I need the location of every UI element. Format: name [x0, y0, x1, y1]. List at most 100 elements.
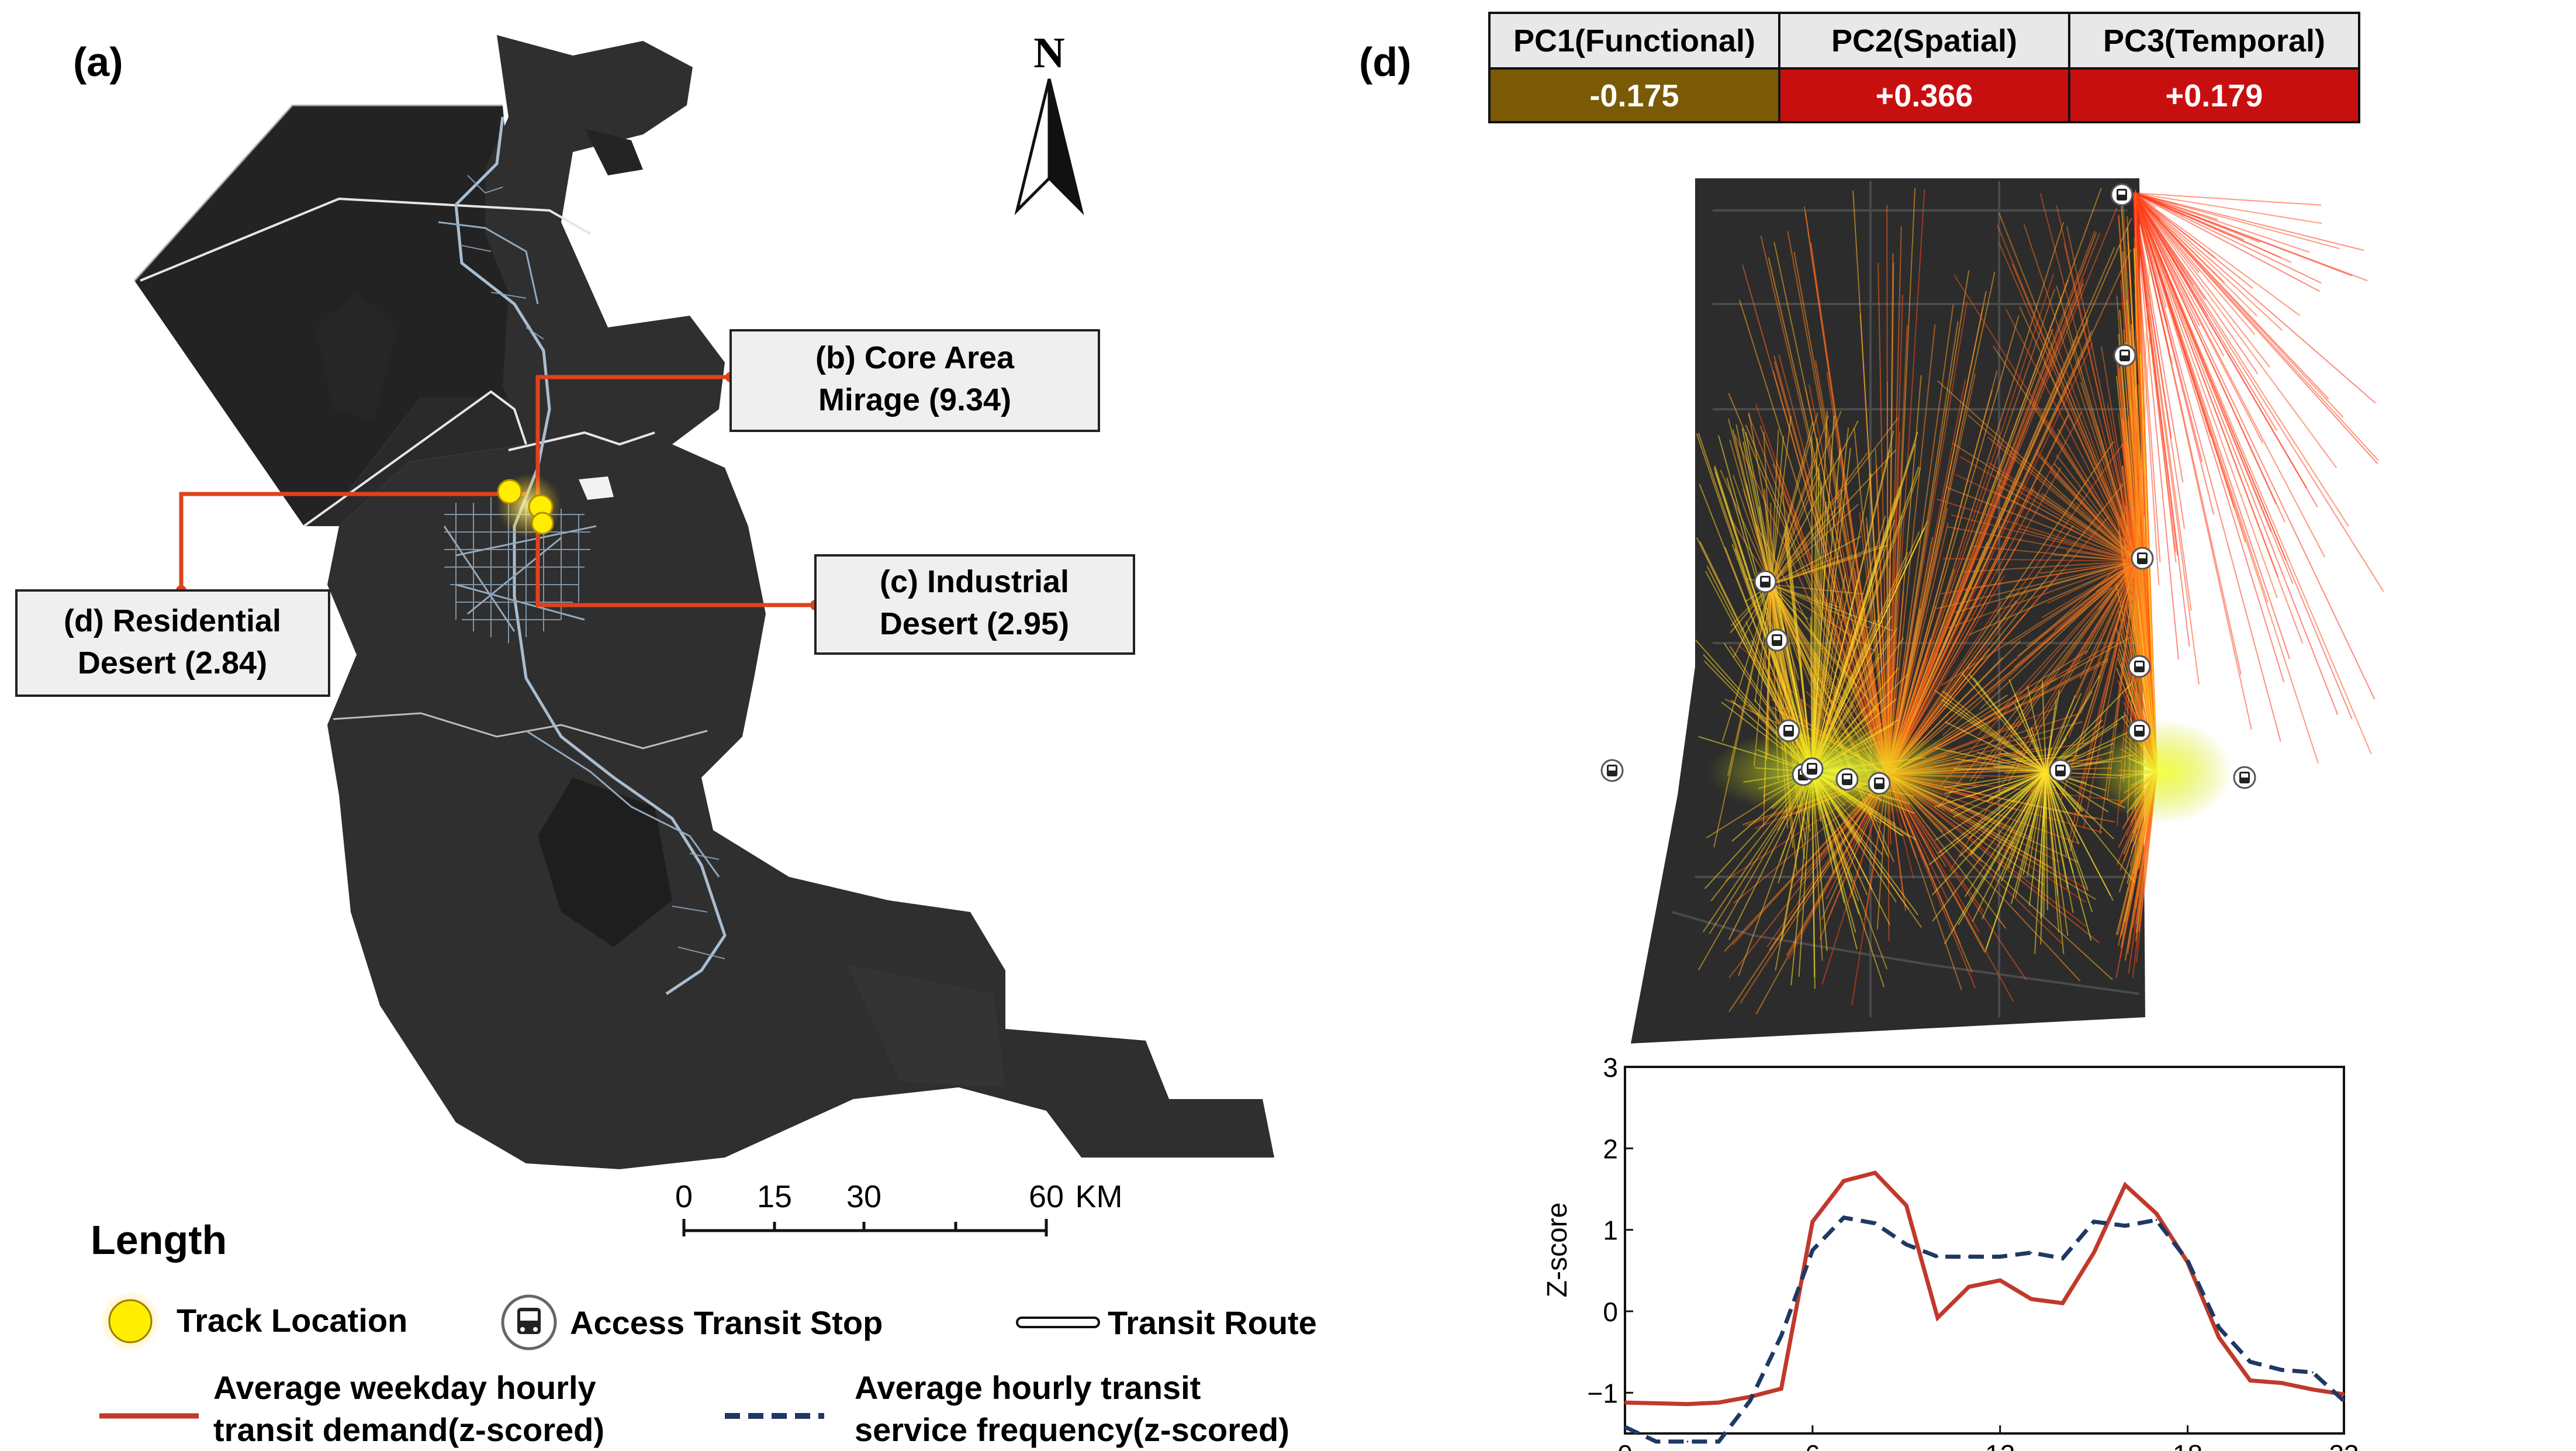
x-tick-label: 12: [1985, 1439, 2015, 1451]
series-demand-line-point: [1780, 1387, 1782, 1390]
x-tick-label: 6: [1805, 1439, 1820, 1451]
series-demand-line-point: [1874, 1172, 1876, 1174]
svg-text:Desert (2.84): Desert (2.84): [78, 645, 267, 680]
zscore-chart: Z-score 3 2 1 0 −1 0 6 12 18 23: [1542, 1052, 2359, 1451]
series-frequency-line-point: [2030, 1252, 2032, 1254]
svg-text:Access Transit Stop: Access Transit Stop: [570, 1304, 883, 1341]
series-demand-line-point: [1811, 1221, 1814, 1223]
svg-text:60: 60: [1029, 1179, 1064, 1214]
series-frequency-line: [1624, 1215, 2346, 1444]
y-tick-label: −1: [1588, 1378, 1618, 1408]
y-tick-label: 3: [1603, 1052, 1618, 1083]
svg-text:15: 15: [757, 1179, 792, 1214]
svg-text:Average hourly transit: Average hourly transit: [855, 1369, 1201, 1406]
svg-text:transit demand(z-scored): transit demand(z-scored): [213, 1411, 604, 1448]
series-demand-line-point: [1686, 1403, 1689, 1405]
transit-stop-icon: [1754, 570, 1777, 593]
svg-text:(d) Residential: (d) Residential: [64, 603, 281, 638]
svg-text:PC3(Temporal): PC3(Temporal): [2103, 23, 2325, 58]
callout-residential: (d) Residential Desert (2.84): [15, 589, 330, 697]
series-frequency-line-point: [2218, 1326, 2220, 1329]
track-location-industrial: [531, 512, 554, 535]
region-map: [133, 35, 1274, 1169]
transit-stop-icon: [1600, 759, 1624, 782]
series-frequency-line-point: [1780, 1335, 1782, 1337]
od-flow-map: [1600, 178, 2384, 1044]
series-frequency-line-point: [2280, 1369, 2283, 1371]
transit-stop-icon: [1835, 768, 1859, 791]
panel-a-label: (a): [73, 39, 123, 85]
legend: Length Track Location Access Transit Sto…: [91, 1217, 1317, 1448]
series-frequency-line-point: [1937, 1256, 1939, 1258]
series-demand-line-point: [2093, 1252, 2095, 1254]
y-tick-label: 1: [1603, 1215, 1618, 1246]
north-arrow-icon: N: [1014, 29, 1084, 216]
series-frequency-line-point: [1749, 1400, 1751, 1402]
track-location-residential: [497, 479, 523, 505]
svg-text:-0.175: -0.175: [1589, 78, 1679, 113]
svg-text:Desert (2.95): Desert (2.95): [880, 606, 1069, 641]
series-demand-line-point: [2312, 1388, 2314, 1391]
transit-stop-icon: [1868, 772, 1891, 795]
svg-text:KM: KM: [1076, 1179, 1123, 1214]
transit-route-icon: [1016, 1317, 1100, 1328]
series-frequency-line-point: [2155, 1219, 2157, 1221]
callout-core: (b) Core Area Mirage (9.34): [729, 329, 1100, 432]
svg-text:+0.366: +0.366: [1876, 78, 1973, 113]
series-demand-line-point: [1842, 1180, 1845, 1182]
series-frequency-line-point: [2249, 1360, 2252, 1363]
x-tick-label: 0: [1617, 1439, 1633, 1451]
transit-stop-icon: [1765, 628, 1789, 652]
transit-stop-icon: [2110, 183, 2134, 206]
y-tick-label: 0: [1603, 1297, 1618, 1327]
transit-stop-icon: [2131, 547, 2154, 570]
series-demand-line-point: [2249, 1379, 2252, 1381]
series-demand-line-point: [1968, 1286, 1970, 1288]
series-demand-line-point: [1624, 1401, 1626, 1404]
series-demand-line-point: [1717, 1401, 1720, 1404]
transit-stop-icon: [2128, 655, 2151, 678]
series-frequency-line-point: [1905, 1243, 1907, 1246]
chart-frame: [1624, 1066, 2345, 1435]
legend-title: Length: [91, 1217, 227, 1263]
transit-stop-icon: [2113, 344, 2136, 367]
series-frequency-line-point: [2343, 1400, 2345, 1402]
pc1-value-cell: [1488, 67, 1780, 123]
pc2-value-cell: [1778, 67, 2070, 123]
series-demand-line: [1624, 1170, 2345, 1407]
series-demand-line-point: [2218, 1336, 2220, 1339]
y-axis-label: Z-score: [1542, 1203, 1573, 1298]
x-tick-label: 18: [2173, 1439, 2202, 1451]
transit-stop-icon: [1800, 757, 1824, 780]
series-frequency-line-point: [2124, 1225, 2127, 1227]
callout-industrial: (c) Industrial Desert (2.95): [814, 554, 1135, 655]
series-frequency-line-point: [1655, 1440, 1657, 1443]
bus-stop-icon: [501, 1294, 557, 1350]
series-frequency-line-point: [1999, 1256, 2001, 1258]
series-demand-line-point: [1999, 1279, 2001, 1281]
svg-text:PC1(Functional): PC1(Functional): [1513, 23, 1755, 58]
track-locations: [497, 474, 561, 538]
transit-stop-icon: [2128, 719, 2151, 742]
series-frequency-line-point: [1624, 1426, 1626, 1428]
pc3-value-cell: [2068, 67, 2360, 123]
svg-text:+0.179: +0.179: [2166, 78, 2263, 113]
y-tick-label: 2: [1603, 1134, 1618, 1164]
svg-text:Average weekday hourly: Average weekday hourly: [213, 1369, 596, 1406]
svg-text:(c) Industrial: (c) Industrial: [880, 564, 1069, 599]
series-demand-line-point: [2155, 1212, 2157, 1215]
series-demand-line-point: [1655, 1402, 1657, 1404]
series-demand-line-point: [2343, 1393, 2345, 1395]
svg-text:30: 30: [846, 1179, 881, 1214]
series-frequency-line-point: [1717, 1440, 1720, 1443]
series-demand-line-point: [2062, 1302, 2064, 1304]
pc-table: PC1(Functional) PC2(Spatial) PC3(Tempora…: [1488, 12, 2360, 123]
series-demand-line-point: [1905, 1204, 1907, 1207]
svg-text:service frequency(z-scored): service frequency(z-scored): [855, 1411, 1289, 1448]
svg-text:N: N: [1033, 29, 1064, 77]
transit-stop-icon: [2049, 759, 2072, 782]
svg-text:Track Location: Track Location: [177, 1302, 407, 1339]
series-demand-line-point: [2280, 1382, 2283, 1384]
svg-text:PC2(Spatial): PC2(Spatial): [1831, 23, 2017, 58]
